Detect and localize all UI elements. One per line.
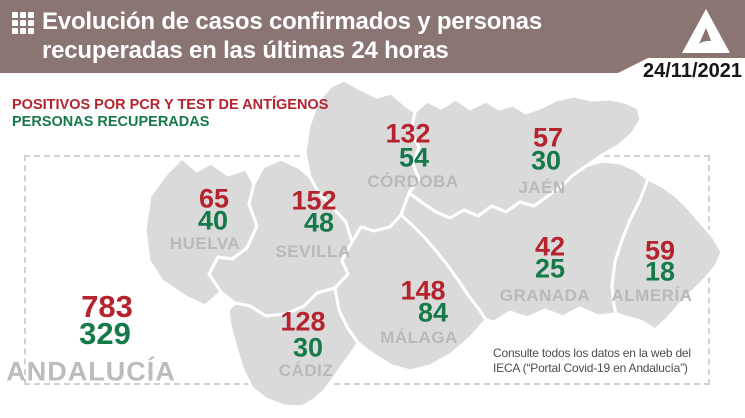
andalucia-label: ANDALUCÍA [6, 356, 176, 387]
sevilla-positives: 152 [291, 185, 337, 216]
granada-positives: 42 [534, 231, 566, 262]
legend: POSITIVOS POR PCR Y TEST DE ANTÍGENOS PE… [12, 97, 328, 131]
huelva-label: HUELVA [169, 234, 241, 253]
malaga-recovered: 84 [417, 297, 449, 328]
legend-positives-label: POSITIVOS POR PCR Y TEST DE ANTÍGENOS [12, 97, 329, 113]
huelva-recovered: 40 [197, 205, 229, 236]
jaen-positives: 57 [532, 122, 564, 153]
malaga-positives: 148 [400, 275, 446, 306]
province-shape-almeria [610, 177, 724, 332]
jaen-recovered: 30 [530, 145, 562, 176]
footer-note-line2: IECA (“Portal Covid-19 en Andalucía”) [493, 361, 688, 375]
page-title-line2: recuperadas en las últimas 24 horas [42, 37, 449, 64]
andalucia-total-recovered: 329 [79, 316, 131, 351]
page-title: Evolución de casos confirmados y persona… [42, 7, 542, 65]
junta-de-andalucia-logo-icon [682, 9, 730, 53]
footer-note-line1: Consulte todos los datos en la web del [493, 346, 691, 360]
cadiz-label: CÁDIZ [278, 361, 334, 380]
almeria-positives: 59 [644, 235, 676, 266]
andalucia-total-positives: 783 [81, 289, 133, 324]
grid-icon [12, 12, 34, 34]
header: Evolución de casos confirmados y persona… [0, 0, 745, 73]
cordoba-recovered: 54 [398, 142, 430, 173]
sevilla-label: SEVILLA [275, 242, 351, 261]
granada-label: GRANADA [499, 286, 591, 305]
cadiz-positives: 128 [280, 306, 326, 337]
almeria-label: ALMERÍA [611, 286, 693, 305]
page-title-line1: Evolución de casos confirmados y persona… [42, 8, 542, 35]
date-label: 24/11/2021 [643, 60, 742, 82]
province-shape-cadiz [226, 286, 360, 409]
legend-recovered-label: PERSONAS RECUPERADAS [12, 114, 210, 130]
huelva-positives: 65 [198, 183, 230, 214]
cadiz-recovered: 30 [292, 332, 324, 363]
footer-note: Consulte todos los datos en la web del I… [493, 346, 691, 376]
cordoba-label: CÓRDOBA [367, 172, 459, 191]
jaen-label: JAÉN [518, 178, 566, 197]
granada-recovered: 25 [534, 253, 566, 284]
cordoba-positives: 132 [385, 118, 431, 149]
almeria-recovered: 18 [644, 256, 676, 287]
sevilla-recovered: 48 [303, 207, 335, 238]
malaga-label: MÁLAGA [380, 328, 458, 347]
